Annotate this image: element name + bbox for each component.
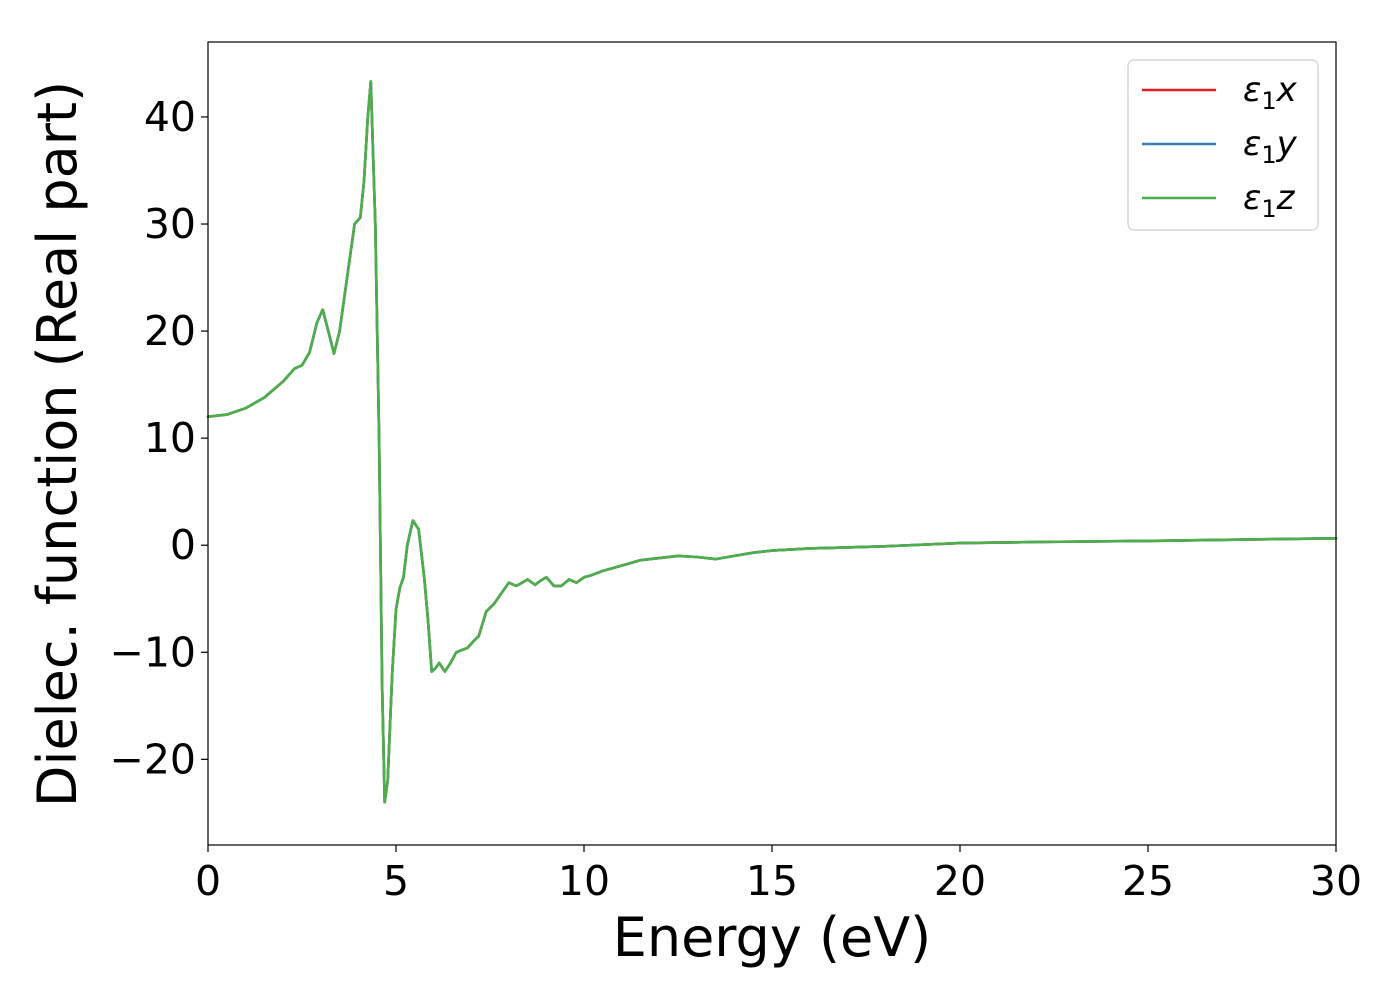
x-axis-label: Energy (eV) xyxy=(613,906,932,969)
legend-label-x: ε1x xyxy=(1243,70,1298,115)
x-tick-label: 5 xyxy=(383,857,409,905)
series-layer xyxy=(206,80,1338,804)
legend-symbol: ε xyxy=(1243,178,1261,218)
legend-axis-letter: y xyxy=(1276,124,1298,164)
legend-symbol: ε xyxy=(1243,124,1261,164)
legend-axis-letter: z xyxy=(1276,178,1296,218)
legend-label-z: ε1z xyxy=(1243,178,1296,223)
legend-subscript: 1 xyxy=(1261,87,1276,115)
y-axis-label: Dielec. function (Real part) xyxy=(26,81,89,807)
legend-subscript: 1 xyxy=(1261,141,1276,169)
x-axis-ticks: 0 5 10 15 20 25 30 xyxy=(195,845,1362,905)
x-tick-label: 0 xyxy=(195,857,221,905)
legend-label-y: ε1y xyxy=(1243,124,1298,169)
y-tick-label: 10 xyxy=(144,414,196,462)
y-tick-label: −10 xyxy=(109,628,196,676)
x-tick-label: 25 xyxy=(1122,857,1174,905)
legend-symbol: ε xyxy=(1243,70,1261,110)
y-axis-ticks: −20 −10 0 10 20 30 40 xyxy=(109,93,208,783)
x-tick-label: 15 xyxy=(746,857,798,905)
legend-box xyxy=(1127,59,1319,231)
x-tick-label: 20 xyxy=(934,857,986,905)
x-tick-label: 10 xyxy=(558,857,610,905)
y-tick-label: 20 xyxy=(144,307,196,355)
y-tick-label: 40 xyxy=(144,93,196,141)
legend-subscript: 1 xyxy=(1261,195,1276,223)
series-line-z xyxy=(206,80,1338,804)
y-tick-label: 0 xyxy=(170,521,196,569)
x-tick-label: 30 xyxy=(1310,857,1362,905)
y-tick-label: 30 xyxy=(144,200,196,248)
y-tick-label: −20 xyxy=(109,735,196,783)
legend-axis-letter: x xyxy=(1276,70,1298,110)
